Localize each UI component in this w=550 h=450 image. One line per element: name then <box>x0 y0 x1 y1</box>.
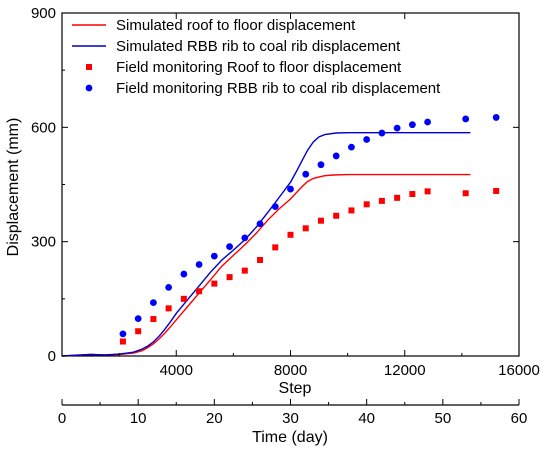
x-tick-label: 4000 <box>160 362 193 379</box>
data-point-square <box>226 274 233 281</box>
data-point-circle <box>180 270 188 278</box>
x-tick-label: 8000 <box>274 362 307 379</box>
data-point-circle <box>134 315 142 323</box>
time-tick-label: 60 <box>511 410 528 427</box>
data-point-circle <box>348 143 355 151</box>
y-axis: 0 300 600 900 <box>31 5 519 365</box>
legend-circle-swatch <box>85 84 93 92</box>
x-axis-time: 0 10 20 30 40 50 60 <box>58 399 528 427</box>
data-point-circle <box>424 118 431 126</box>
x-axis-label: Step <box>279 380 312 397</box>
series-line-1 <box>61 132 471 357</box>
data-point-circle <box>287 185 294 193</box>
data-point-circle <box>492 114 500 121</box>
data-point-square <box>462 190 469 197</box>
data-point-square <box>272 244 279 251</box>
series-line-0 <box>61 173 471 357</box>
legend-label: Field monitoring Roof to floor displacem… <box>116 59 402 76</box>
data-point-circle <box>210 252 218 260</box>
y-axis-label: Displacement (mm) <box>5 118 22 257</box>
data-point-square <box>135 328 142 335</box>
data-point-circle <box>271 203 279 211</box>
data-point-square <box>165 305 172 312</box>
data-point-square <box>394 194 401 201</box>
data-point-square <box>493 187 500 194</box>
data-point-square <box>363 201 370 208</box>
data-point-circle <box>393 124 401 132</box>
y-tick-label: 900 <box>31 5 56 22</box>
data-point-circle <box>378 129 386 137</box>
data-point-square <box>119 338 126 345</box>
data-point-circle <box>462 115 470 123</box>
time-tick-label: 30 <box>282 410 299 427</box>
data-point-circle <box>119 330 127 338</box>
data-point-circle <box>317 161 325 169</box>
data-point-square <box>424 188 431 195</box>
data-point-circle <box>241 234 249 242</box>
legend-label: Simulated RBB rib to coal rib displaceme… <box>116 38 401 55</box>
x-tick-label: 12000 <box>384 362 426 379</box>
legend-label: Simulated roof to floor displacement <box>116 17 356 34</box>
time-tick-label: 10 <box>130 410 147 427</box>
data-point-square <box>196 288 203 295</box>
series-layer <box>61 114 500 357</box>
y-tick-label: 300 <box>31 234 56 251</box>
data-point-square <box>150 316 157 323</box>
data-point-square <box>257 256 264 263</box>
data-point-circle <box>332 152 340 160</box>
data-point-circle <box>165 284 173 291</box>
data-point-circle <box>363 136 371 143</box>
data-point-square <box>348 207 355 214</box>
data-point-square <box>211 280 218 287</box>
data-point-circle <box>256 220 264 228</box>
data-point-square <box>317 217 324 224</box>
data-point-square <box>302 225 309 232</box>
time-tick-label: 50 <box>434 410 451 427</box>
data-point-square <box>241 267 248 274</box>
data-point-square <box>287 231 294 238</box>
time-tick-label: 0 <box>58 410 66 427</box>
data-point-circle <box>226 243 233 251</box>
legend: Simulated roof to floor displacement Simu… <box>72 17 441 97</box>
y-tick-label: 600 <box>31 119 56 136</box>
time-tick-label: 40 <box>358 410 375 427</box>
x2-axis-label: Time (day) <box>252 429 328 446</box>
data-point-circle <box>408 121 416 129</box>
data-point-square <box>333 212 340 219</box>
x-tick-label: 16000 <box>498 362 540 379</box>
y-tick-label: 0 <box>48 348 56 365</box>
legend-label: Field monitoring RBB rib to coal rib dis… <box>116 80 441 97</box>
data-point-square <box>378 197 385 204</box>
data-point-square <box>409 191 416 198</box>
time-tick-label: 20 <box>206 410 223 427</box>
data-point-circle <box>302 170 310 178</box>
data-point-circle <box>195 261 203 268</box>
data-point-square <box>180 295 187 302</box>
data-point-circle <box>150 299 157 307</box>
x-axis-step: 4000 8000 12000 16000 <box>61 13 540 379</box>
legend-square-swatch <box>86 64 92 70</box>
